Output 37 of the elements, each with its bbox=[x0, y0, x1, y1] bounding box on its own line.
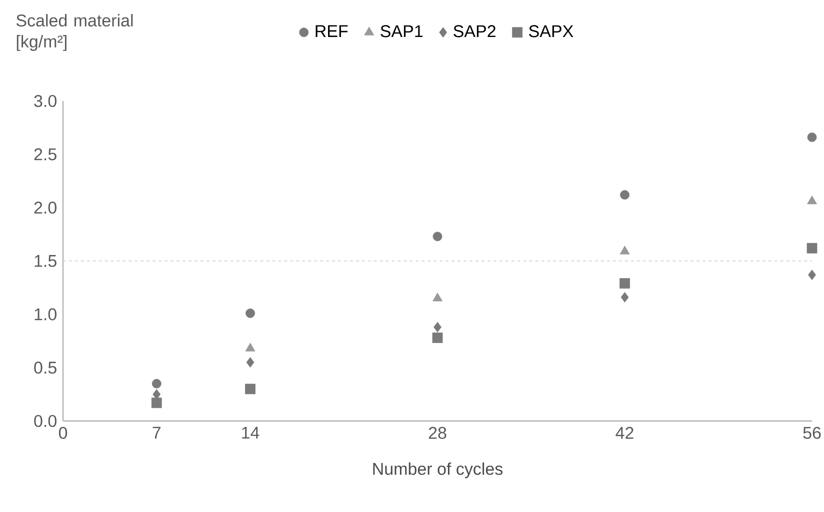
legend-label: SAP2 bbox=[454, 25, 496, 38]
point bbox=[807, 196, 817, 204]
point bbox=[620, 246, 630, 254]
x-tick-label: 14 bbox=[242, 426, 260, 439]
y-tick-label: 3.0 bbox=[34, 94, 56, 108]
legend-label: SAP1 bbox=[380, 25, 423, 38]
y-tick-label: 1.5 bbox=[34, 255, 56, 267]
point bbox=[152, 378, 162, 388]
x-tick-label: 42 bbox=[616, 426, 634, 439]
point bbox=[620, 292, 629, 302]
point bbox=[245, 342, 256, 352]
point bbox=[432, 232, 442, 242]
point bbox=[806, 242, 818, 254]
point bbox=[432, 332, 443, 343]
point bbox=[620, 278, 630, 289]
y-tick-label: 2.0 bbox=[34, 202, 56, 214]
legend-label: SAPX bbox=[529, 25, 574, 38]
point bbox=[807, 132, 817, 142]
point bbox=[432, 292, 442, 302]
x-tick-label: 56 bbox=[803, 426, 821, 439]
x-tick-label: 28 bbox=[428, 426, 446, 439]
x-axis-title: Number of cycles bbox=[373, 462, 503, 478]
y-tick-label: 1.0 bbox=[34, 308, 56, 320]
point bbox=[808, 270, 816, 280]
x-tick-label: 7 bbox=[152, 426, 160, 439]
x-tick-label: 0 bbox=[58, 426, 68, 439]
point bbox=[620, 190, 630, 200]
y-tick-label: 0.0 bbox=[34, 414, 56, 428]
y-axis-title: Scaled material [kg/m²] bbox=[16, 14, 133, 51]
point bbox=[246, 357, 254, 368]
point bbox=[434, 322, 442, 332]
y-tick-label: 0.5 bbox=[34, 362, 56, 374]
y-tick-label: 2.5 bbox=[34, 148, 56, 160]
point bbox=[246, 308, 255, 318]
point bbox=[245, 384, 256, 394]
point bbox=[151, 398, 162, 408]
legend-label: REF bbox=[316, 25, 348, 37]
